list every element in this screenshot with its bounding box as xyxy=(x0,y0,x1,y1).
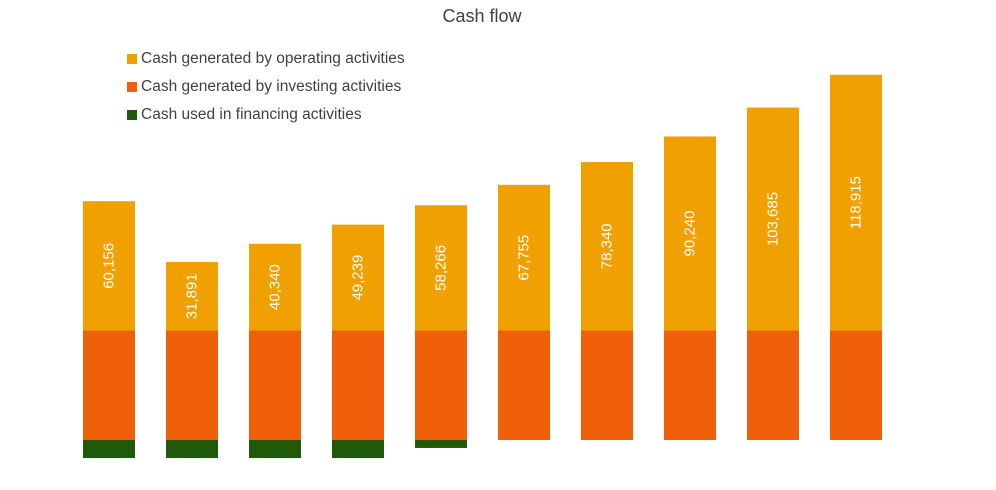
bar-financing-5 xyxy=(415,440,467,448)
data-label-operating-5: 58,266 xyxy=(433,245,450,291)
bar-operating-8 xyxy=(664,136,716,331)
bar-financing-1 xyxy=(83,440,135,459)
data-label-operating-1: 60,156 xyxy=(101,243,118,289)
data-label-operating-3: 40,340 xyxy=(267,264,284,310)
data-label-operating-7: 78,340 xyxy=(599,223,616,269)
legend-swatch-investing xyxy=(127,82,137,92)
legend-swatch-operating xyxy=(127,54,137,64)
bar-operating-3 xyxy=(249,243,301,331)
legend-item-financing: Cash used in financing activities xyxy=(127,101,405,129)
data-label-operating-8: 90,240 xyxy=(682,211,699,257)
bar-operating-4 xyxy=(332,224,384,331)
bar-operating-6 xyxy=(498,184,550,331)
data-label-operating-10: 118,915 xyxy=(848,176,865,229)
data-label-operating-4: 49,239 xyxy=(350,255,367,301)
legend-swatch-financing xyxy=(127,110,137,120)
bar-financing-2 xyxy=(166,440,218,459)
bar-investing-9 xyxy=(747,330,799,440)
bar-operating-5 xyxy=(415,205,467,331)
bar-operating-9 xyxy=(747,107,799,331)
legend-label-operating: Cash generated by operating activities xyxy=(141,50,405,67)
bar-investing-6 xyxy=(498,330,550,440)
legend-item-investing: Cash generated by investing activities xyxy=(127,73,405,101)
bar-financing-3 xyxy=(249,440,301,459)
bar-investing-1 xyxy=(83,330,135,440)
bar-operating-10 xyxy=(830,74,882,331)
legend-label-financing: Cash used in financing activities xyxy=(141,106,362,123)
bar-operating-2 xyxy=(166,261,218,331)
bar-investing-2 xyxy=(166,330,218,440)
legend-item-operating: Cash generated by operating activities xyxy=(127,45,405,73)
data-label-operating-6: 67,755 xyxy=(516,235,533,281)
chart-title: Cash flow xyxy=(442,6,522,26)
legend: Cash generated by operating activities C… xyxy=(127,45,405,129)
bar-financing-4 xyxy=(332,440,384,459)
data-label-operating-9: 103,685 xyxy=(765,192,782,246)
bar-investing-3 xyxy=(249,330,301,440)
bar-investing-8 xyxy=(664,330,716,440)
bar-investing-4 xyxy=(332,330,384,440)
bar-operating-7 xyxy=(581,162,633,331)
bar-investing-5 xyxy=(415,330,467,440)
bar-investing-7 xyxy=(581,330,633,440)
bar-operating-1 xyxy=(83,201,135,331)
bar-investing-10 xyxy=(830,330,882,440)
data-label-operating-2: 31,891 xyxy=(184,273,201,319)
legend-label-investing: Cash generated by investing activities xyxy=(141,78,402,95)
